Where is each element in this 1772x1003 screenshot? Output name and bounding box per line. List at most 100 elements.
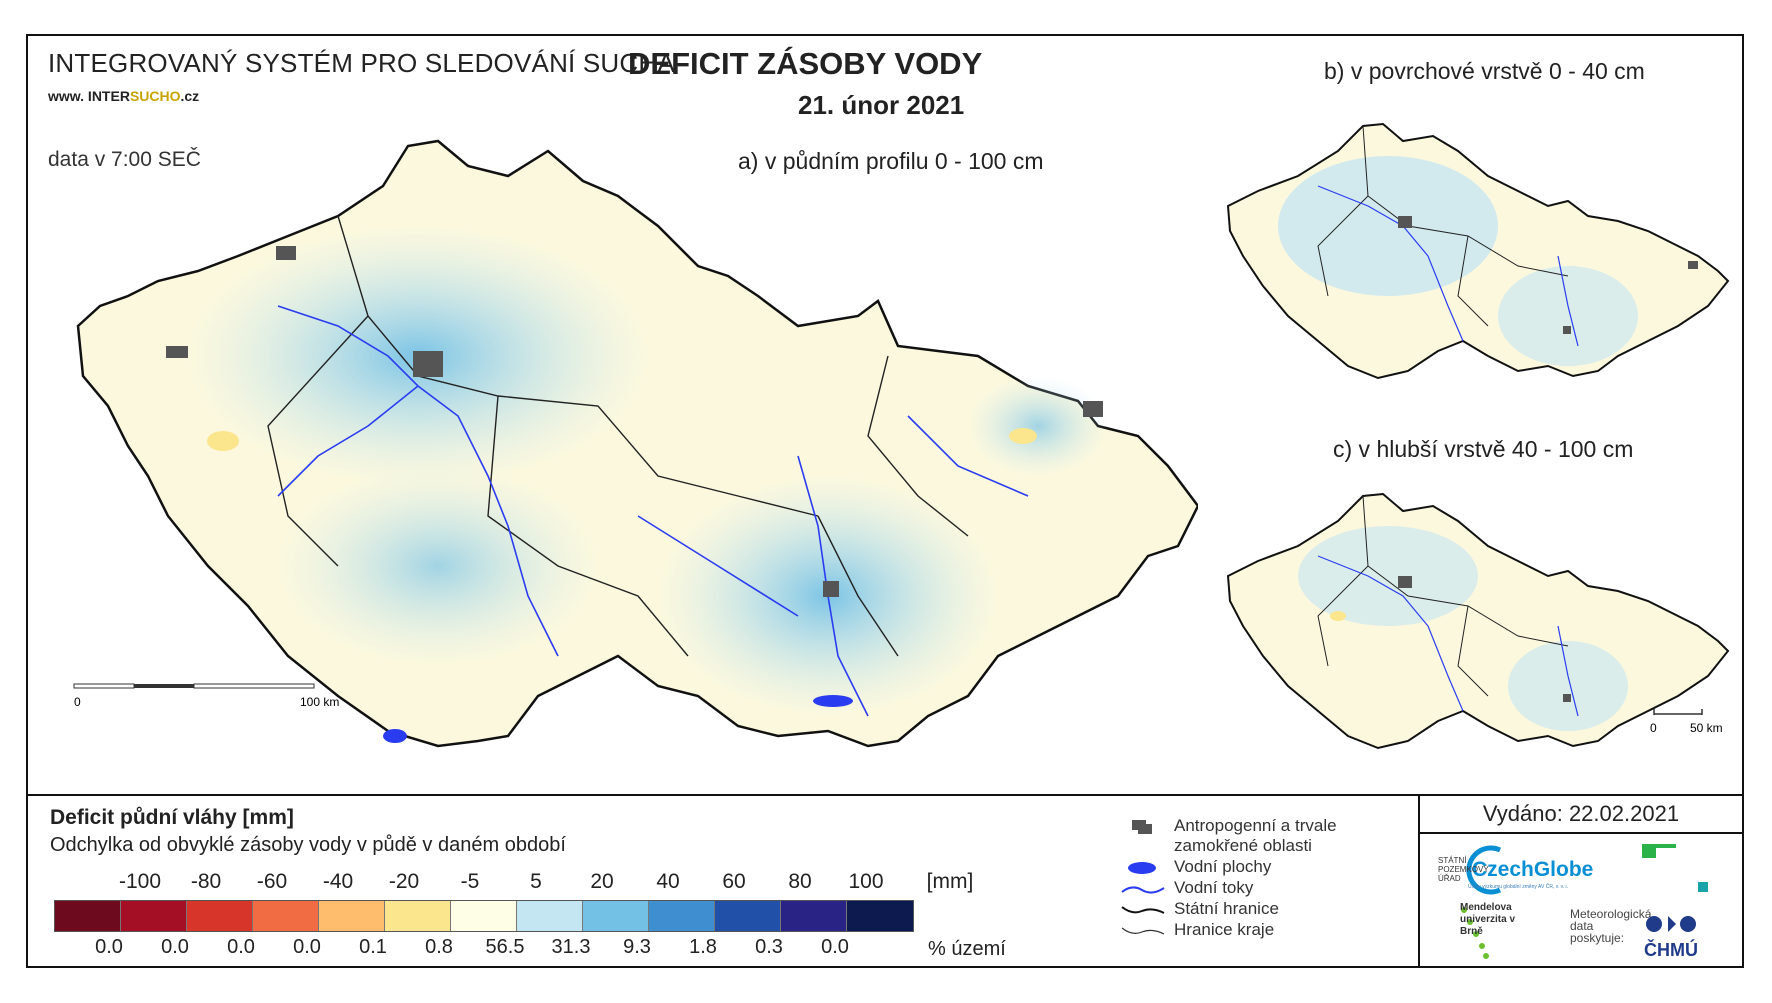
map-a-scale-end: 100 km — [300, 695, 339, 709]
map-c-wet-region — [1508, 641, 1628, 731]
legend-item-region-border: Hranice kraje — [1118, 920, 1378, 941]
partner-logos: CzechGlobe Ústav výzkumu globální změny … — [1420, 834, 1742, 964]
map-c: 0 50 km — [1226, 492, 1730, 750]
website-suffix: .cz — [180, 88, 200, 104]
legend-area-percentage: 0.0 — [821, 936, 849, 958]
urban-area-icon — [1132, 820, 1152, 834]
legend-tick-label: -60 — [256, 870, 288, 893]
issued-date: Vydáno: 22.02.2021 — [1420, 796, 1742, 834]
legend-area-percentage: 0.1 — [359, 936, 387, 958]
legend-color-swatch — [253, 901, 319, 931]
czechglobe-subtitle: Ústav výzkumu globální změny AV ČR, v. v… — [1468, 884, 1569, 890]
legend-item-label: Vodní toky — [1174, 878, 1254, 897]
map-b-label: b) v povrchové vrstvě 0 - 40 cm — [1324, 58, 1645, 84]
issuer-box: Vydáno: 22.02.2021 CzechGlobe Ústav výzk… — [1418, 796, 1742, 966]
map-a-water-body — [813, 695, 853, 707]
legend-item-water-body: Vodní plochy — [1118, 857, 1378, 878]
legend-tick-label: -20 — [388, 870, 420, 893]
map-a-urban-area — [1083, 401, 1103, 417]
legend-color-swatch — [55, 901, 121, 931]
legend-color-swatch — [385, 901, 451, 931]
website-link[interactable]: www. INTERSUCHO.cz — [48, 88, 199, 104]
legend-item-label: Státní hranice — [1174, 899, 1279, 918]
legend-tick-label: -80 — [190, 870, 222, 893]
legend-subtitle: Odchylka od obvyklé zásoby vody v půdě v… — [50, 834, 566, 856]
meteo-credit: Meteorologická data poskytuje: — [1570, 907, 1652, 945]
legend-tick-labels: -100 -80 -60 -40 -20 -5 5 20 40 60 80 100 [mm] — [50, 870, 973, 896]
map-a: 0 100 km — [73, 139, 1198, 748]
legend-area-percentage: 0.8 — [425, 936, 453, 958]
legend-tick-label: 40 — [656, 870, 680, 893]
legend-item-state-border: Státní hranice — [1118, 899, 1378, 920]
map-c-dry-patch — [1330, 611, 1346, 621]
map-b-urban-area — [1563, 326, 1571, 334]
legend-color-swatch — [781, 901, 847, 931]
map-a-urban-area — [823, 581, 839, 597]
legend-color-swatch — [583, 901, 649, 931]
map-c-country-shape — [1226, 492, 1730, 750]
chmu-logo-icon — [1646, 916, 1696, 932]
legend-color-swatch — [715, 901, 781, 931]
legend-color-swatch — [649, 901, 715, 931]
map-a-label: a) v půdním profilu 0 - 100 cm — [738, 148, 1044, 174]
map-a-scale-bar — [73, 683, 315, 689]
website-highlight: SUCHO — [129, 88, 181, 104]
chmu-name: ČHMÚ — [1644, 940, 1698, 960]
map-a-scale-start: 0 — [74, 695, 81, 709]
legend-color-swatch — [847, 901, 913, 931]
map-c-scale-start: 0 — [1650, 721, 1657, 735]
legend-color-swatch — [121, 901, 187, 931]
czechglobe-logo-icon — [1466, 845, 1502, 895]
legend-area-percentage: 0.0 — [161, 936, 189, 958]
legend-item-label: Vodní plochy — [1174, 857, 1272, 876]
map-b-wet-region — [1278, 156, 1498, 296]
legend-color-swatch — [451, 901, 517, 931]
page-title: DEFICIT ZÁSOBY VODY — [628, 46, 983, 81]
spu-logo-icon — [1642, 844, 1708, 892]
map-a-urban-area — [276, 246, 296, 260]
system-title: INTEGROVANÝ SYSTÉM PRO SLEDOVÁNÍ SUCHA — [48, 48, 675, 78]
legend-color-bar — [54, 900, 914, 932]
map-c-river — [1317, 555, 1579, 717]
legend-area-percentage: 0.0 — [95, 936, 123, 958]
map-c-scale-bar — [1653, 709, 1703, 715]
map-date: 21. únor 2021 — [798, 90, 965, 120]
map-c-scale-end: 50 km — [1690, 721, 1723, 735]
legend-tick-label: 20 — [590, 870, 614, 893]
map-b-urban-area — [1688, 261, 1698, 269]
legend-area-percentage: 0.0 — [293, 936, 321, 958]
mendel-name: Mendelova univerzita v Brně — [1460, 902, 1516, 937]
legend-pct-unit: % území — [928, 938, 1006, 960]
water-body-icon — [1128, 862, 1156, 874]
map-a-dry-patch — [207, 431, 239, 451]
map-c-region-border — [1317, 495, 1569, 697]
state-border-icon — [1121, 906, 1165, 914]
czechglobe-name: CzechGlobe — [1472, 858, 1594, 881]
map-b-river — [1317, 185, 1579, 347]
map-c-label: c) v hlubší vrstvě 40 - 100 cm — [1333, 436, 1634, 462]
map-b — [1226, 122, 1730, 380]
map-a-water-body — [383, 729, 407, 743]
legend-tick-label: -40 — [322, 870, 354, 893]
legend-color-swatch — [319, 901, 385, 931]
legend-symbols: Antropogenní a trvale zamokřené oblasti … — [1118, 816, 1378, 941]
map-c-urban-area — [1563, 694, 1571, 702]
map-c-wet-region — [1298, 526, 1478, 626]
map-b-wet-region — [1498, 266, 1638, 366]
region-border-icon — [1121, 927, 1165, 935]
legend-tick-label: -5 — [460, 870, 480, 893]
legend-area-percentage: 9.3 — [623, 936, 651, 958]
map-b-urban-area — [1398, 216, 1412, 228]
map-a-wet-region — [278, 466, 598, 666]
legend-area-percentage: 0.3 — [755, 936, 783, 958]
website-prefix: www. INTER — [48, 88, 130, 104]
river-icon — [1121, 886, 1165, 894]
legend-area-percentage: 31.3 — [551, 936, 591, 958]
legend-tick-label: 5 — [530, 870, 542, 893]
map-b-region-border — [1317, 125, 1569, 327]
map-a-wet-region — [968, 376, 1108, 476]
map-a-dry-patch — [1009, 428, 1037, 444]
map-a-urban-area — [166, 346, 188, 358]
legend-tick-label: 60 — [722, 870, 746, 893]
legend-unit: [mm] — [926, 870, 974, 893]
